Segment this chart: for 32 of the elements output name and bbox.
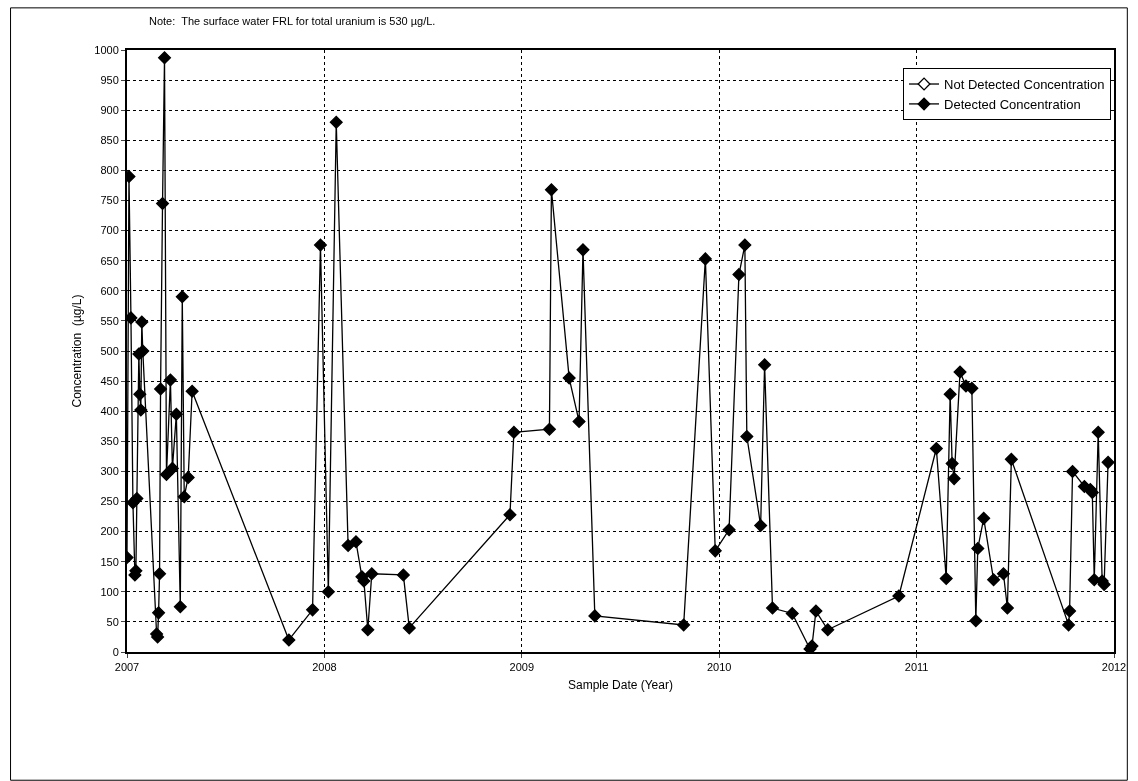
legend-label: Not Detected Concentration [944, 77, 1105, 93]
y-tick-label: 200 [100, 525, 119, 538]
y-tick-label: 850 [100, 134, 119, 147]
x-tick-label: 2012 [1101, 661, 1127, 674]
y-tick-label: 400 [100, 405, 119, 418]
y-tick-label: 600 [100, 284, 119, 297]
y-tick-label: 50 [106, 615, 119, 628]
y-tick-label: 950 [100, 73, 119, 86]
y-tick-label: 700 [100, 224, 119, 237]
y-tick-label: 250 [100, 495, 119, 508]
x-axis-title: Sample Date (Year) [568, 677, 673, 692]
y-tick-label: 750 [100, 194, 119, 207]
x-tick-label: 2011 [904, 661, 929, 674]
x-tick-label: 2008 [312, 661, 337, 674]
y-tick-label: 900 [100, 104, 119, 117]
y-tick-label: 350 [100, 435, 119, 448]
y-tick-label: 450 [100, 374, 119, 387]
text: Note: The surface water FRL for total uranium is 530 µg/L. [149, 15, 436, 27]
y-tick-label: 300 [100, 465, 119, 478]
x-tick-label: 2010 [706, 661, 732, 674]
y-tick-label: 0 [112, 645, 119, 658]
x-tick-label: 2009 [509, 661, 535, 674]
y-tick-label: 1000 [94, 43, 119, 56]
y-tick-label: 550 [100, 314, 119, 327]
x-tick-label: 2007 [114, 661, 140, 674]
y-tick-label: 800 [100, 164, 119, 177]
legend-label: Detected Concentration [944, 96, 1081, 112]
y-tick-label: 100 [100, 585, 119, 598]
y-tick-label: 500 [100, 344, 119, 357]
y-axis-title: Concentration (µg/L) [70, 294, 85, 408]
y-tick-label: 650 [100, 254, 119, 267]
y-tick-label: 150 [100, 555, 119, 568]
